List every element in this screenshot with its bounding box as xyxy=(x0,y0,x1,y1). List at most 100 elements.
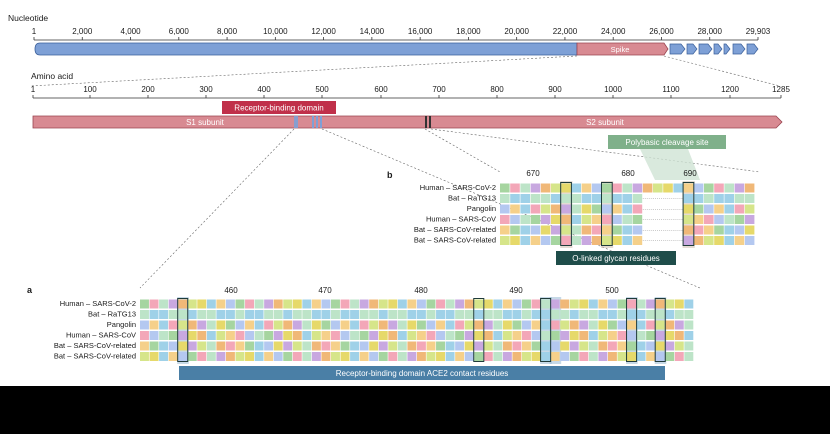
alignment-cell xyxy=(426,341,436,351)
alignment-cell xyxy=(561,225,571,235)
alignment-cell xyxy=(636,320,646,330)
alignment-cell xyxy=(646,310,656,319)
alignment-cell xyxy=(612,236,622,245)
alignment-cell xyxy=(588,320,598,330)
alignment-cell xyxy=(388,310,398,319)
panel-b-species-label: Bat – SARS-CoV-related xyxy=(414,236,496,245)
alignment-cell xyxy=(617,331,627,340)
alignment-cell xyxy=(683,225,694,235)
alignment-cell xyxy=(602,215,612,224)
alignment-cell xyxy=(416,352,426,361)
alignment-cell xyxy=(483,341,493,351)
alignment-cell xyxy=(235,310,245,319)
alignment-cell xyxy=(541,299,551,309)
alignment-cell xyxy=(500,204,510,214)
alignment-cell xyxy=(522,320,531,330)
alignment-cell xyxy=(426,299,436,309)
alignment-cell xyxy=(510,225,520,235)
alignment-cell xyxy=(674,299,684,309)
alignment-cell xyxy=(520,236,530,245)
rbd-mark-3 xyxy=(316,116,318,128)
alignment-cell xyxy=(531,299,541,309)
alignment-cell xyxy=(724,236,734,245)
alignment-cell xyxy=(493,341,503,351)
spike-gene xyxy=(576,42,669,56)
panel-b-position: 690 xyxy=(683,169,697,178)
alignment-cell xyxy=(734,225,745,235)
alignment-cell xyxy=(541,310,551,319)
alignment-cell xyxy=(197,352,207,361)
alignment-cell xyxy=(704,215,714,224)
alignment-cell xyxy=(273,352,283,361)
alignment-cell xyxy=(653,183,663,193)
amino-acid-tick-label: 1 xyxy=(31,85,36,94)
alignment-cell xyxy=(591,194,602,203)
alignment-cell xyxy=(607,299,617,309)
alignment-cell xyxy=(674,331,684,340)
alignment-cell xyxy=(292,352,302,361)
alignment-cell xyxy=(378,352,388,361)
alignment-cell xyxy=(579,331,589,340)
alignment-cell xyxy=(206,341,216,351)
alignment-cell xyxy=(331,341,340,351)
alignment-cell xyxy=(607,320,617,330)
alignment-highlight xyxy=(654,298,666,362)
alignment-cell xyxy=(178,299,188,309)
alignment-cell xyxy=(665,352,675,361)
alignment-cell xyxy=(560,299,570,309)
alignment-cell xyxy=(302,310,312,319)
panel-a-position: 470 xyxy=(318,286,332,295)
alignment-cell xyxy=(617,299,627,309)
alignment-cell xyxy=(388,352,398,361)
alignment-cell xyxy=(416,310,426,319)
alignment-cell xyxy=(665,341,675,351)
alignment-cell xyxy=(426,331,436,340)
alignment-cell xyxy=(540,194,551,203)
rbd-label-box xyxy=(222,101,336,114)
alignment-cell xyxy=(683,215,694,224)
panel-a-species-label: Bat – SARS-CoV-related xyxy=(54,341,136,350)
alignment-cell xyxy=(591,236,602,245)
alignment-cell xyxy=(283,331,293,340)
nucleotide-tick-label: 4,000 xyxy=(121,27,142,36)
alignment-band xyxy=(626,297,638,364)
alignment-cell xyxy=(445,331,455,340)
alignment-cell xyxy=(655,352,665,361)
amino-acid-tick-label: 500 xyxy=(315,85,329,94)
alignment-cell xyxy=(744,215,755,224)
panel-a-species-label: Human – SARS-CoV-2 xyxy=(60,299,136,308)
alignment-cell xyxy=(541,352,551,361)
amino-acid-tick-label: 700 xyxy=(432,85,446,94)
alignment-cell xyxy=(550,352,560,361)
panel-a-species-label: Bat – SARS-CoV-related xyxy=(54,352,136,361)
alignment-cell xyxy=(551,215,561,224)
panel-a-position: 500 xyxy=(605,286,619,295)
alignment-cell xyxy=(607,352,617,361)
alignment-cell xyxy=(581,215,592,224)
alignment-cell xyxy=(550,341,560,351)
alignment-cell xyxy=(627,341,636,351)
alignment-cell xyxy=(197,331,207,340)
alignment-cell xyxy=(378,331,388,340)
alignment-cell xyxy=(302,320,312,330)
alignment-cell xyxy=(579,310,589,319)
alignment-cell xyxy=(520,225,530,235)
alignment-cell xyxy=(178,310,188,319)
alignment-cell xyxy=(455,331,465,340)
accessory-gene xyxy=(746,43,759,55)
alignment-cell xyxy=(445,352,455,361)
alignment-cell xyxy=(416,341,426,351)
alignment-cell xyxy=(254,331,264,340)
alignment-cell xyxy=(607,341,617,351)
orf1ab-gene xyxy=(34,42,578,56)
alignment-cell xyxy=(569,352,579,361)
alignment-cell xyxy=(704,236,714,245)
alignment-cell xyxy=(571,194,581,203)
alignment-cell xyxy=(724,194,734,203)
accessory-gene xyxy=(723,43,731,55)
rbd-label: Receptor-binding domain xyxy=(234,104,323,113)
alignment-cell xyxy=(168,352,178,361)
panel-b-positions: 670 680 690 xyxy=(526,169,697,178)
alignment-cell xyxy=(464,331,474,340)
alignment-cell xyxy=(598,352,608,361)
